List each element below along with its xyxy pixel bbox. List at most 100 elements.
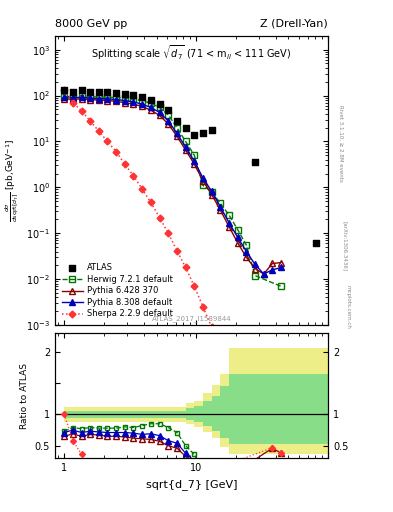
Pythia 6.428 370 [114,98,119,104]
Herwig 7.2.1 default [140,97,145,103]
Herwig 7.2.1 default [131,96,136,102]
Pythia 6.428 370 [279,260,283,266]
Sherpa 2.2.9 default [70,100,75,106]
Y-axis label: $\frac{d\sigma}{d\mathrm{sqrt}[d_7]}$ [pb,GeV$^{-1}$]: $\frac{d\sigma}{d\mathrm{sqrt}[d_7]}$ [p… [3,139,20,222]
Pythia 6.428 370 [88,96,92,102]
Pythia 6.428 370 [235,240,240,246]
Sherpa 2.2.9 default [114,148,119,155]
Herwig 7.2.1 default [209,189,214,195]
Sherpa 2.2.9 default [157,215,162,221]
Pythia 8.308 default [209,188,214,195]
Pythia 8.308 default [131,99,136,105]
Pythia 8.308 default [279,264,283,270]
Pythia 8.308 default [261,271,266,277]
Pythia 8.308 default [218,204,223,210]
X-axis label: sqrt{d_7} [GeV]: sqrt{d_7} [GeV] [146,479,237,489]
Sherpa 2.2.9 default [79,108,84,114]
ATLAS [174,117,180,125]
Pythia 8.308 default [157,110,162,116]
Line: Pythia 6.428 370: Pythia 6.428 370 [61,96,284,277]
Herwig 7.2.1 default [114,95,119,101]
Sherpa 2.2.9 default [218,345,223,351]
Legend: ATLAS, Herwig 7.2.1 default, Pythia 6.428 370, Pythia 8.308 default, Sherpa 2.2.: ATLAS, Herwig 7.2.1 default, Pythia 6.42… [59,261,175,321]
Herwig 7.2.1 default [96,94,101,100]
Pythia 6.428 370 [174,133,179,139]
Pythia 6.428 370 [201,178,206,184]
ATLAS [113,89,119,97]
Sherpa 2.2.9 default [140,186,145,192]
ATLAS [61,86,68,94]
ATLAS [121,90,128,98]
Text: Z (Drell-Yan): Z (Drell-Yan) [261,18,328,29]
Herwig 7.2.1 default [88,94,92,100]
Y-axis label: Ratio to ATLAS: Ratio to ATLAS [20,362,29,429]
Sherpa 2.2.9 default [96,128,101,134]
Sherpa 2.2.9 default [149,199,153,205]
Herwig 7.2.1 default [122,95,127,101]
Herwig 7.2.1 default [201,182,206,188]
Sherpa 2.2.9 default [201,304,206,310]
Pythia 8.308 default [122,97,127,103]
Sherpa 2.2.9 default [235,383,240,390]
Line: Herwig 7.2.1 default: Herwig 7.2.1 default [62,93,284,289]
Herwig 7.2.1 default [253,272,257,279]
Pythia 6.428 370 [218,207,223,213]
Pythia 6.428 370 [192,161,196,167]
Line: Sherpa 2.2.9 default: Sherpa 2.2.9 default [62,88,249,408]
ATLAS [95,88,102,96]
Pythia 6.428 370 [166,121,171,127]
Pythia 8.308 default [140,101,145,107]
Pythia 6.428 370 [122,100,127,106]
Herwig 7.2.1 default [183,138,188,144]
Pythia 6.428 370 [140,103,145,110]
Sherpa 2.2.9 default [131,173,136,179]
ATLAS [78,86,84,94]
Pythia 8.308 default [79,94,84,100]
ATLAS [252,158,258,166]
Herwig 7.2.1 default [79,93,84,99]
ATLAS [191,131,197,139]
Sherpa 2.2.9 default [183,264,188,270]
ATLAS [139,93,145,101]
Pythia 8.308 default [70,95,75,101]
ATLAS [200,130,206,138]
Sherpa 2.2.9 default [166,230,171,237]
Herwig 7.2.1 default [227,212,231,218]
Pythia 6.428 370 [70,96,75,102]
Herwig 7.2.1 default [244,242,249,248]
Herwig 7.2.1 default [218,200,223,206]
Sherpa 2.2.9 default [88,118,92,124]
Pythia 6.428 370 [131,101,136,107]
Pythia 6.428 370 [79,96,84,102]
Text: 8000 GeV pp: 8000 GeV pp [55,18,127,29]
Pythia 8.308 default [62,94,67,100]
ATLAS [148,96,154,104]
Herwig 7.2.1 default [157,104,162,111]
Sherpa 2.2.9 default [122,161,127,167]
Sherpa 2.2.9 default [174,247,179,253]
Sherpa 2.2.9 default [192,283,196,289]
Pythia 6.428 370 [105,97,110,103]
Text: [arXiv:1306.3436]: [arXiv:1306.3436] [343,221,347,271]
Pythia 6.428 370 [209,191,214,198]
Sherpa 2.2.9 default [227,365,231,371]
ATLAS [165,106,171,114]
Herwig 7.2.1 default [70,94,75,100]
Pythia 6.428 370 [149,107,153,113]
Sherpa 2.2.9 default [62,87,67,93]
Pythia 8.308 default [174,131,179,137]
ATLAS [313,240,319,248]
Herwig 7.2.1 default [192,152,196,158]
Pythia 6.428 370 [270,261,275,267]
Text: Rivet 3.1.10, ≥ 2.8M events: Rivet 3.1.10, ≥ 2.8M events [339,105,343,182]
Pythia 8.308 default [244,248,249,254]
Pythia 8.308 default [88,95,92,101]
Pythia 6.428 370 [261,271,266,277]
Pythia 8.308 default [183,144,188,151]
Herwig 7.2.1 default [62,94,67,100]
ATLAS [156,100,163,108]
ATLAS [209,125,215,134]
Pythia 8.308 default [149,104,153,111]
ATLAS [182,123,189,132]
ATLAS [104,88,110,96]
